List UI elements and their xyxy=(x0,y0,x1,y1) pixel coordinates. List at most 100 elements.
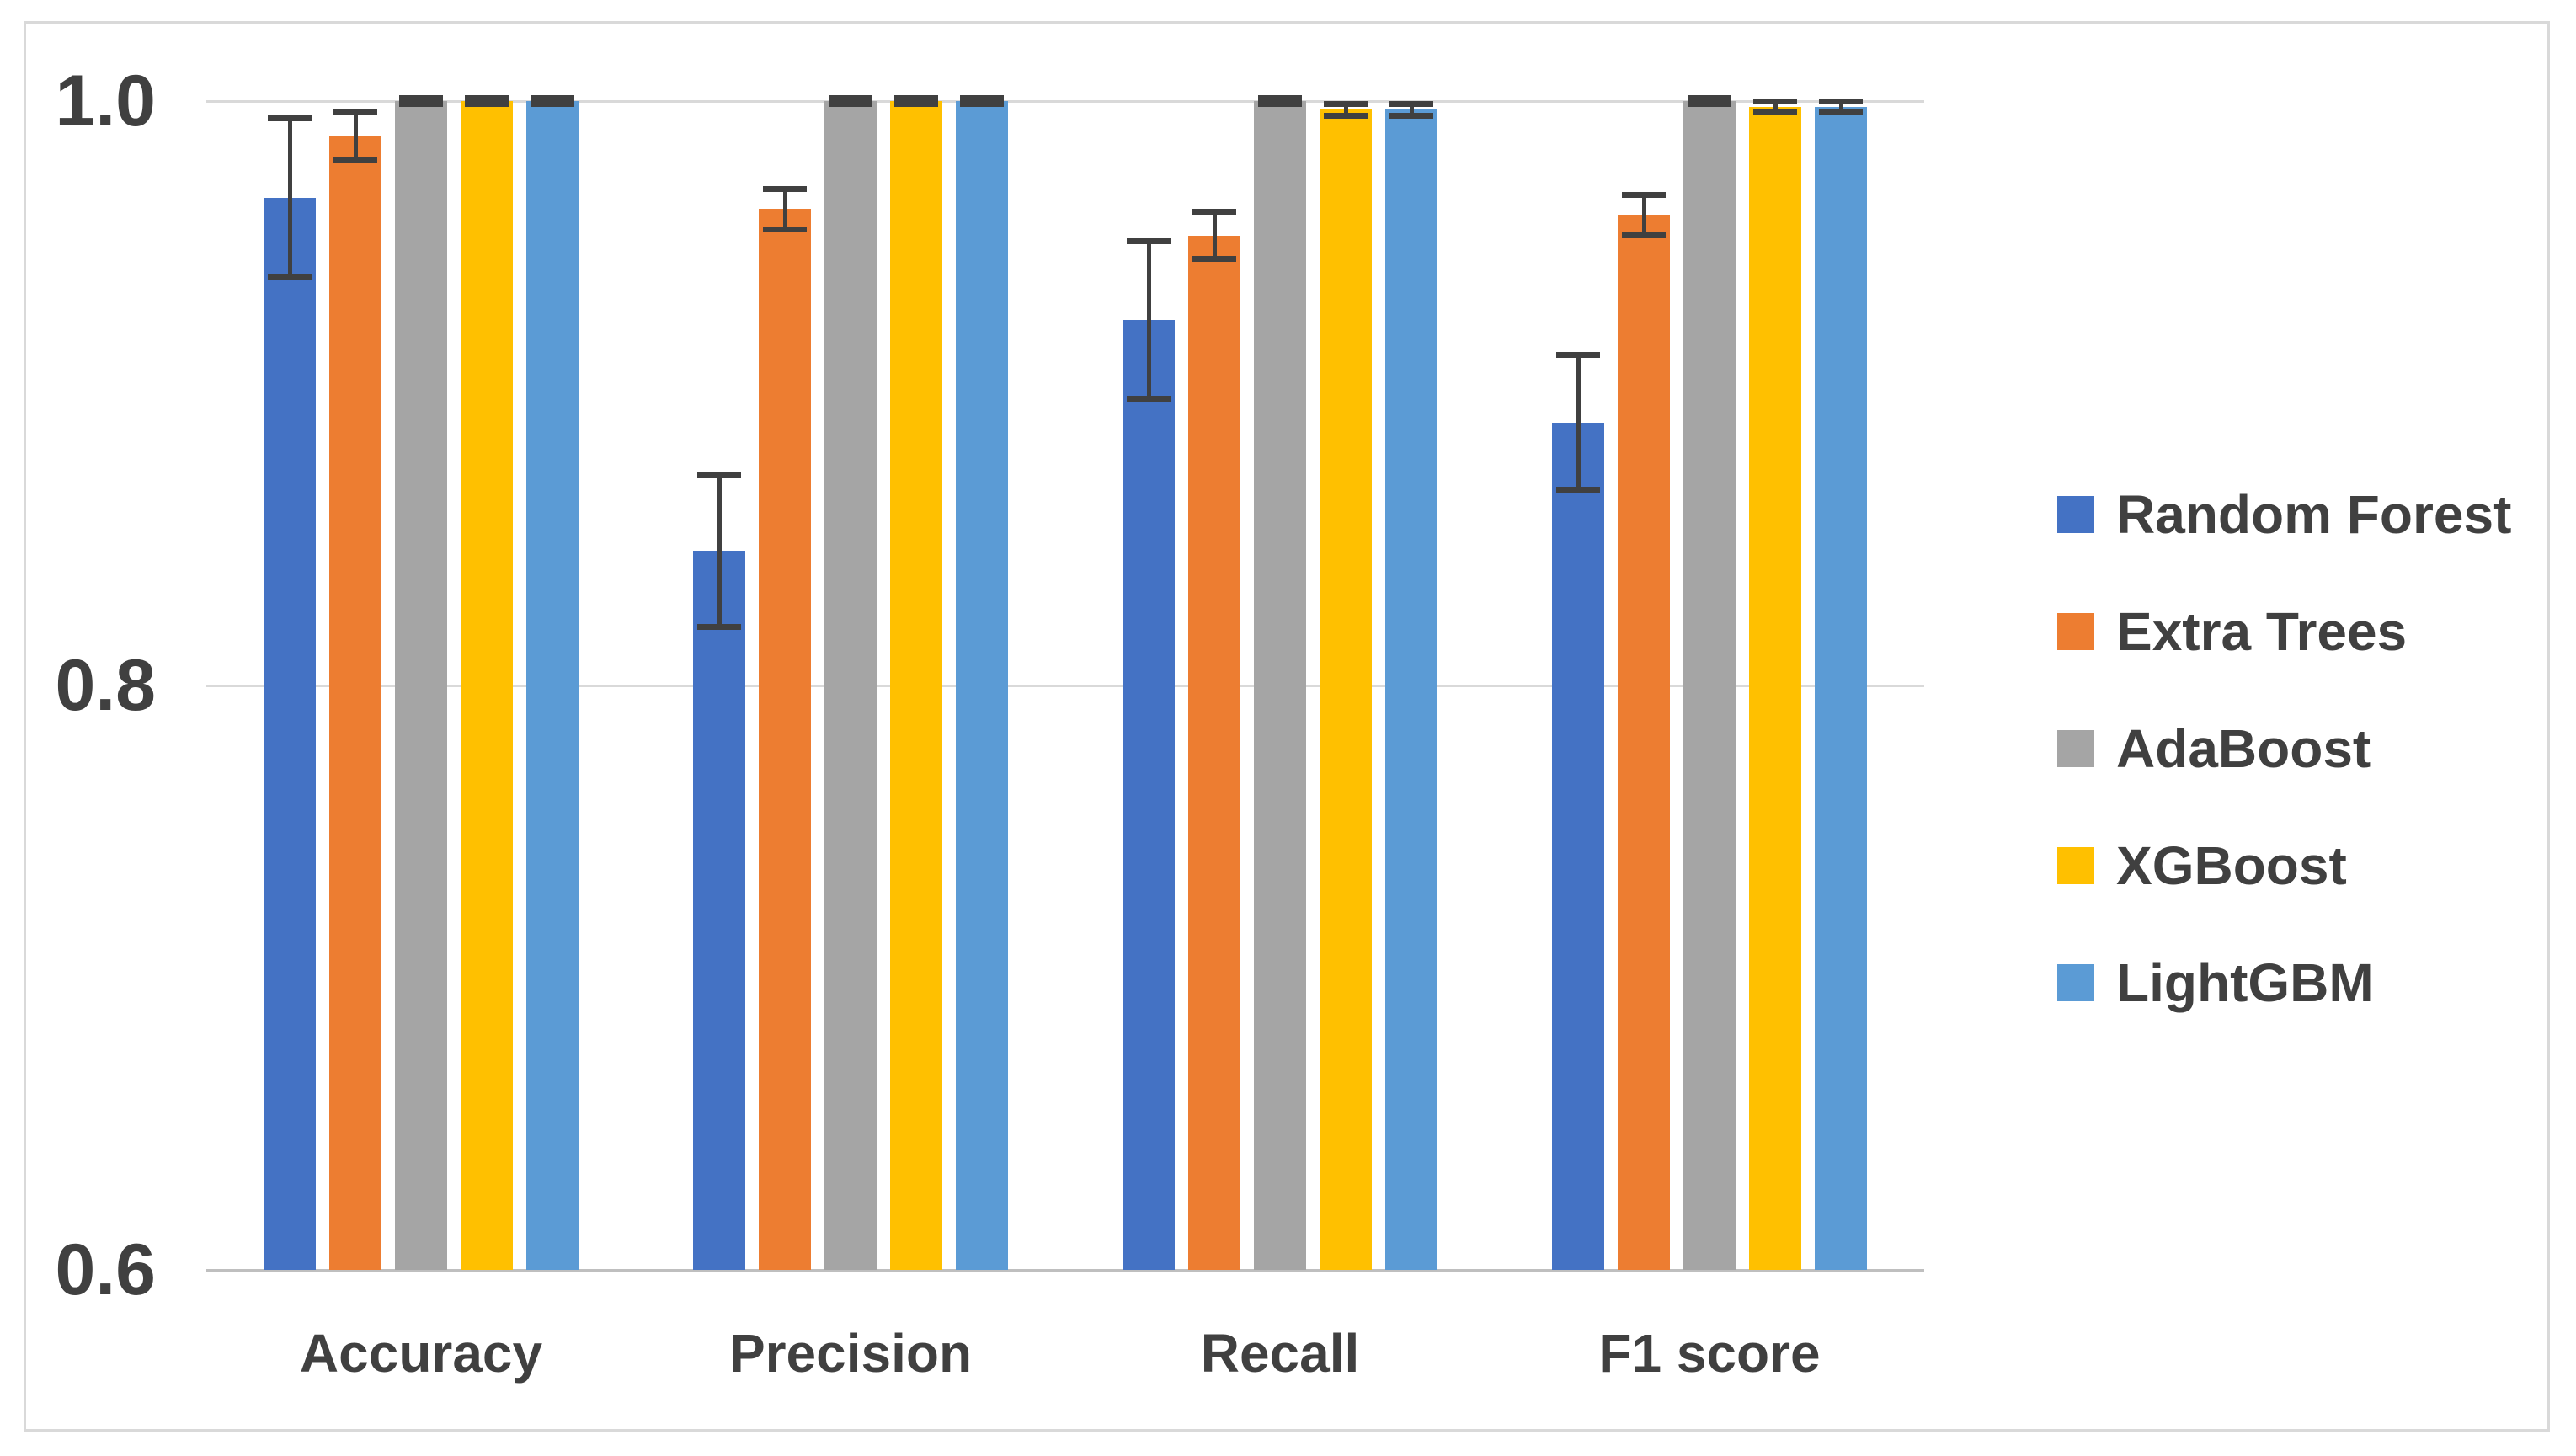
legend-label-adaboost: AdaBoost xyxy=(2116,717,2371,779)
gridline-1.0 xyxy=(206,100,1924,103)
error-bar-cap-bottom-random-forest-accuracy xyxy=(268,273,312,280)
legend-item-adaboost: AdaBoost xyxy=(2057,690,2511,807)
bar-random-forest-precision xyxy=(693,551,745,1270)
error-bar-cap-bottom-lightgbm-f1-score xyxy=(1819,109,1863,116)
error-bar-cap-bottom-extra-trees-recall xyxy=(1192,255,1236,262)
error-bar-cap-bottom-lightgbm-recall xyxy=(1389,112,1433,119)
error-bar-line-random-forest-accuracy xyxy=(287,118,292,277)
bar-lightgbm-recall xyxy=(1385,109,1437,1270)
legend-label-extra-trees: Extra Trees xyxy=(2116,600,2408,662)
error-bar-cap-top-extra-trees-recall xyxy=(1192,209,1236,216)
error-bar-cap-bottom-lightgbm-accuracy xyxy=(531,100,574,107)
figure-frame: Random Forest Extra Trees AdaBoost XGBoost L… xyxy=(24,21,2550,1432)
error-bar-line-extra-trees-accuracy xyxy=(353,112,358,160)
legend-swatch-lightgbm xyxy=(2057,963,2094,1001)
y-tick-label-0.6: 0.6 xyxy=(55,1229,156,1310)
error-bar-line-random-forest-precision xyxy=(717,475,722,627)
error-bar-line-lightgbm-recall xyxy=(1409,104,1414,116)
error-bar-cap-top-lightgbm-precision xyxy=(960,95,1004,102)
x-category-label-accuracy: Accuracy xyxy=(299,1323,543,1384)
error-bar-cap-bottom-xgboost-recall xyxy=(1324,112,1368,119)
bar-xgboost-recall xyxy=(1320,109,1372,1270)
bar-lightgbm-precision xyxy=(956,101,1008,1270)
legend-item-xgboost: XGBoost xyxy=(2057,807,2511,924)
error-bar-cap-top-lightgbm-recall xyxy=(1389,100,1433,107)
error-bar-cap-bottom-random-forest-precision xyxy=(697,624,741,631)
error-bar-cap-top-random-forest-accuracy xyxy=(268,115,312,122)
error-bar-cap-top-adaboost-precision xyxy=(829,95,872,102)
bar-extra-trees-recall xyxy=(1188,235,1240,1270)
error-bar-cap-top-extra-trees-f1-score xyxy=(1622,191,1666,198)
x-category-label-precision: Precision xyxy=(728,1323,973,1384)
bar-random-forest-recall xyxy=(1123,320,1175,1270)
error-bar-cap-top-xgboost-precision xyxy=(894,95,938,102)
bar-xgboost-precision xyxy=(890,101,942,1270)
error-bar-cap-top-xgboost-recall xyxy=(1324,100,1368,107)
error-bar-cap-top-random-forest-recall xyxy=(1127,238,1171,245)
error-bar-cap-bottom-xgboost-accuracy xyxy=(465,100,509,107)
error-bar-cap-top-adaboost-f1-score xyxy=(1688,95,1731,102)
error-bar-cap-bottom-random-forest-recall xyxy=(1127,396,1171,403)
bar-adaboost-recall xyxy=(1254,101,1306,1270)
legend-item-extra-trees: Extra Trees xyxy=(2057,573,2511,690)
error-bar-cap-top-adaboost-accuracy xyxy=(399,95,443,102)
x-category-label-f1-score: F1 score xyxy=(1598,1323,1821,1384)
error-bar-cap-bottom-random-forest-f1-score xyxy=(1556,487,1600,493)
error-bar-cap-top-random-forest-f1-score xyxy=(1556,352,1600,359)
error-bar-line-random-forest-recall xyxy=(1146,241,1151,399)
legend-swatch-random-forest xyxy=(2057,495,2094,533)
error-bar-cap-top-adaboost-recall xyxy=(1258,95,1302,102)
bar-extra-trees-f1-score xyxy=(1618,215,1670,1270)
error-bar-cap-top-xgboost-f1-score xyxy=(1753,98,1797,104)
bar-adaboost-precision xyxy=(824,101,877,1270)
legend-swatch-xgboost xyxy=(2057,846,2094,884)
error-bar-cap-bottom-adaboost-precision xyxy=(829,100,872,107)
bar-adaboost-f1-score xyxy=(1683,101,1736,1270)
legend-label-xgboost: XGBoost xyxy=(2116,835,2347,896)
bar-lightgbm-f1-score xyxy=(1815,106,1867,1270)
error-bar-cap-bottom-adaboost-accuracy xyxy=(399,100,443,107)
error-bar-line-xgboost-f1-score xyxy=(1773,101,1778,113)
error-bar-cap-bottom-extra-trees-f1-score xyxy=(1622,232,1666,239)
error-bar-line-xgboost-recall xyxy=(1343,104,1348,116)
legend-label-random-forest: Random Forest xyxy=(2116,483,2512,545)
error-bar-cap-bottom-xgboost-precision xyxy=(894,100,938,107)
bar-random-forest-accuracy xyxy=(264,197,316,1270)
error-bar-cap-bottom-extra-trees-accuracy xyxy=(333,156,377,163)
error-bar-line-extra-trees-precision xyxy=(782,189,787,230)
error-bar-cap-bottom-adaboost-f1-score xyxy=(1688,100,1731,107)
error-bar-cap-top-lightgbm-accuracy xyxy=(531,95,574,102)
gridline-0.8 xyxy=(206,685,1924,687)
error-bar-line-extra-trees-f1-score xyxy=(1641,195,1646,236)
bar-adaboost-accuracy xyxy=(395,101,447,1270)
error-bar-cap-bottom-extra-trees-precision xyxy=(763,227,807,233)
legend-label-lightgbm: LightGBM xyxy=(2116,952,2374,1013)
error-bar-cap-bottom-xgboost-f1-score xyxy=(1753,109,1797,116)
legend-item-random-forest: Random Forest xyxy=(2057,456,2511,573)
error-bar-cap-top-lightgbm-f1-score xyxy=(1819,98,1863,104)
error-bar-cap-top-extra-trees-accuracy xyxy=(333,109,377,116)
y-tick-label-0.8: 0.8 xyxy=(55,645,156,726)
error-bar-cap-bottom-lightgbm-precision xyxy=(960,100,1004,107)
legend-swatch-adaboost xyxy=(2057,729,2094,767)
error-bar-cap-top-random-forest-precision xyxy=(697,472,741,478)
x-category-label-recall: Recall xyxy=(1200,1323,1360,1384)
x-axis-line xyxy=(206,1269,1924,1272)
bar-random-forest-f1-score xyxy=(1552,422,1604,1270)
error-bar-cap-top-extra-trees-precision xyxy=(763,185,807,192)
bar-xgboost-accuracy xyxy=(461,101,513,1270)
error-bar-cap-top-xgboost-accuracy xyxy=(465,95,509,102)
error-bar-cap-bottom-adaboost-recall xyxy=(1258,100,1302,107)
bar-extra-trees-accuracy xyxy=(329,136,381,1270)
error-bar-line-random-forest-f1-score xyxy=(1576,355,1581,490)
legend-swatch-extra-trees xyxy=(2057,612,2094,650)
legend: Random Forest Extra Trees AdaBoost XGBoost L… xyxy=(2057,456,2511,1041)
y-tick-label-1.0: 1.0 xyxy=(55,61,156,141)
legend-item-lightgbm: LightGBM xyxy=(2057,924,2511,1041)
error-bar-line-lightgbm-f1-score xyxy=(1838,101,1843,113)
error-bar-line-extra-trees-recall xyxy=(1212,211,1217,259)
bar-xgboost-f1-score xyxy=(1749,106,1801,1270)
bar-lightgbm-accuracy xyxy=(526,101,579,1270)
bar-extra-trees-precision xyxy=(759,209,811,1270)
